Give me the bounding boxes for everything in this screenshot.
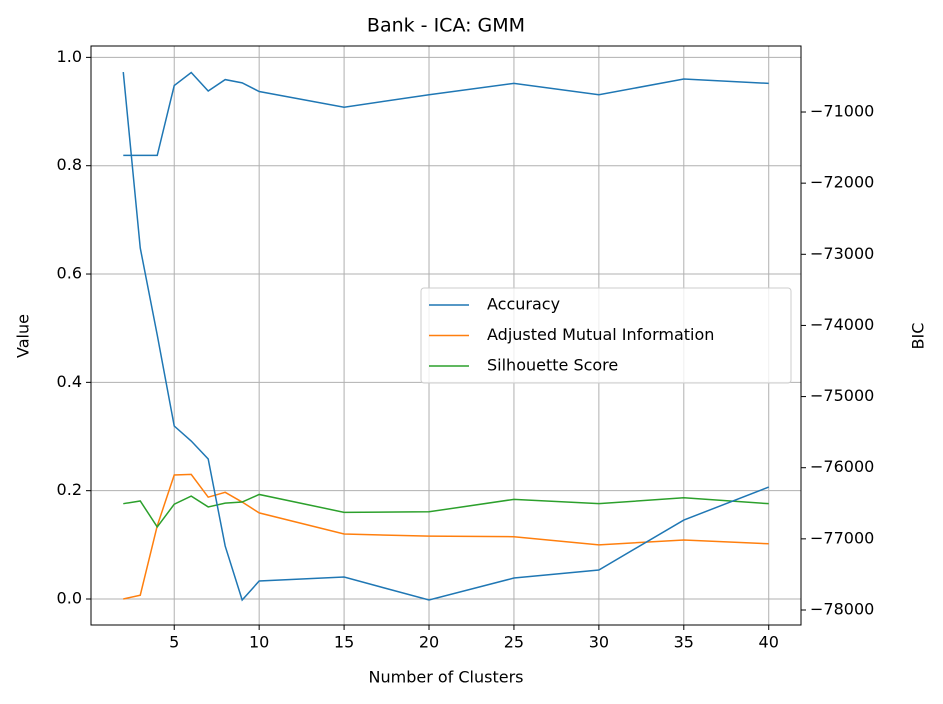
y-tick-label: 0.0 <box>57 589 82 608</box>
plot-frame <box>90 45 802 626</box>
y-axis-label: Value <box>14 314 33 358</box>
x-tick-label: 15 <box>334 633 354 652</box>
chart-title: Bank - ICA: GMM <box>367 15 525 37</box>
y2-tick-label: −72000 <box>810 173 874 192</box>
legend: Accuracy Adjusted Mutual Information Silho… <box>420 287 792 384</box>
x-tick-label: 35 <box>674 633 694 652</box>
legend-box <box>420 287 792 384</box>
y2-tick-label: −74000 <box>810 315 874 334</box>
y2-axis-label: BIC <box>909 323 928 350</box>
y2-tick-label: −73000 <box>810 244 874 263</box>
y-tick-label: 0.8 <box>57 155 82 174</box>
x-tick-label: 25 <box>504 633 524 652</box>
legend-label: Adjusted Mutual Information <box>487 325 714 344</box>
x-tick-label: 40 <box>759 633 779 652</box>
x-tick-label: 20 <box>419 633 439 652</box>
x-tick-label: 10 <box>249 633 269 652</box>
x-tick-label: 30 <box>589 633 609 652</box>
data-line <box>123 493 769 529</box>
legend-label: Accuracy <box>487 295 560 314</box>
x-tick-label: 5 <box>169 633 179 652</box>
y-tick-label: 0.6 <box>57 264 82 283</box>
y2-tick-label: −75000 <box>810 386 874 405</box>
data-line <box>122 71 770 602</box>
y2-tick-label: −71000 <box>810 102 874 121</box>
y2-tick-label: −76000 <box>810 457 874 476</box>
legend-label: Silhouette Score <box>487 356 618 375</box>
y-tick-label: 0.4 <box>57 372 82 391</box>
y2-tick-label: −77000 <box>810 528 874 547</box>
x-axis-label: Number of Clusters <box>369 668 524 687</box>
y2-tick-label: −78000 <box>810 599 874 618</box>
y-tick-label: 1.0 <box>57 47 82 66</box>
data-line <box>123 71 769 157</box>
y-tick-label: 0.2 <box>57 480 82 499</box>
